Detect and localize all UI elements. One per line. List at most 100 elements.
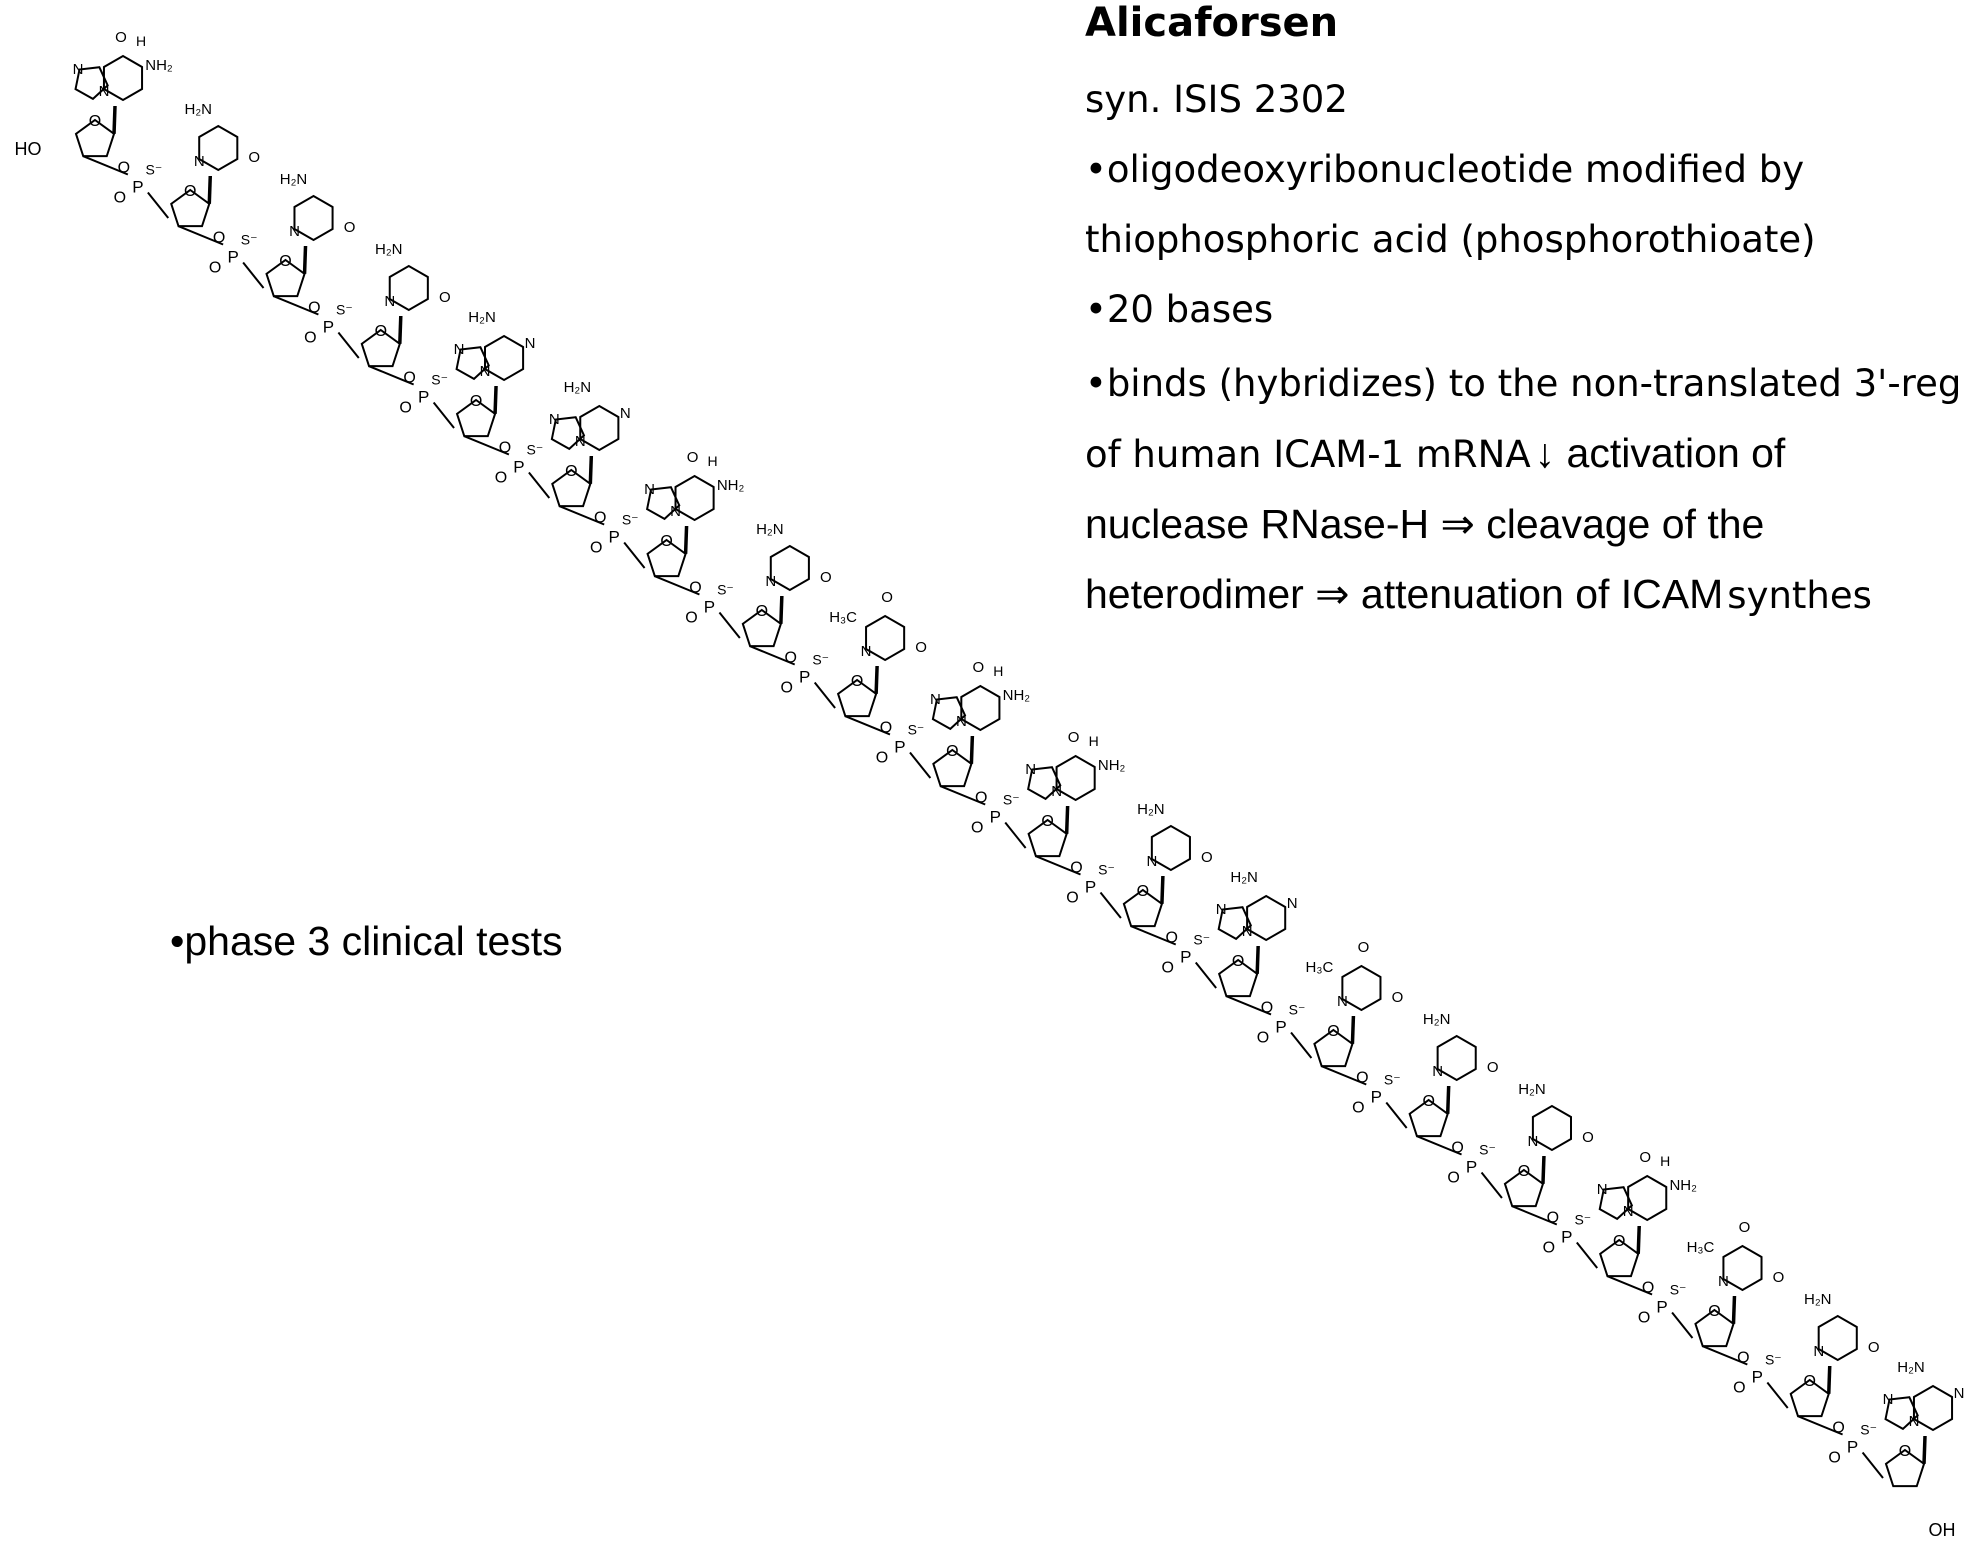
amino-group-label: H₂N <box>280 171 308 188</box>
amino-group-label: H₂N <box>1518 1081 1546 1098</box>
backbone-bond <box>844 715 891 736</box>
thiolate-label: S⁻ <box>241 232 258 248</box>
base-nitrogen-label: N <box>930 691 941 708</box>
base-hydrogen-label: H <box>136 33 146 49</box>
ring-oxygen-label: O <box>1422 1093 1434 1110</box>
thiolate-label: S⁻ <box>1574 1212 1591 1228</box>
glycosidic-bond <box>588 455 594 484</box>
glycosidic-bond <box>969 735 975 764</box>
glycosidic-bond <box>683 525 689 554</box>
bullet-binding-line4-start: heterodimer ⇒ attenuation of ICAM <box>1085 571 1724 617</box>
backbone-bond <box>1671 1311 1694 1339</box>
base-ring-G <box>1055 754 1096 802</box>
amino-group-label: H₂N <box>185 101 213 118</box>
base-nitrogen-label: N <box>549 411 560 428</box>
backbone-bond <box>1766 1381 1789 1409</box>
base-nitrogen-label: N <box>454 341 465 358</box>
phosphoryl-oxygen-label: O <box>1257 1030 1269 1047</box>
bullet-binding-line1: •binds (hybridizes) to the non-translate… <box>1085 362 1962 405</box>
glycosidic-bond <box>874 665 879 694</box>
sugar-ring <box>265 258 306 298</box>
phosphorus-label: P <box>609 528 620 547</box>
backbone-bond <box>623 541 646 569</box>
backbone-bond <box>1607 1275 1653 1296</box>
base-nitrogen-label: N <box>525 335 536 352</box>
backbone-bond <box>1226 995 1272 1016</box>
ring-oxygen-label: O <box>565 463 577 480</box>
glycosidic-bond <box>1255 945 1260 974</box>
base-imidazole-ring <box>1217 906 1253 941</box>
amino-group-label: H₂N <box>1423 1011 1451 1028</box>
base-imidazole-ring <box>550 416 586 451</box>
carbonyl-oxygen-label: O <box>1868 1339 1880 1356</box>
phosphorus-label: P <box>227 248 238 267</box>
base-ring-T <box>1341 964 1382 1012</box>
glycosidic-bond <box>779 595 784 624</box>
backbone-bond <box>654 575 700 596</box>
ring-oxygen-label: O <box>1327 1023 1339 1040</box>
sugar-ring <box>1599 1238 1640 1278</box>
thiolate-label: S⁻ <box>622 512 639 528</box>
thiolate-label: S⁻ <box>1384 1072 1401 1088</box>
methyl-group-label: H₃C <box>829 609 857 626</box>
ester-oxygen-label: O <box>1356 1070 1368 1087</box>
base-nitrogen-label: N <box>620 405 631 422</box>
base-nitrogen-label: N <box>1813 1343 1824 1360</box>
base-nitrogen-label: N <box>1623 1203 1634 1220</box>
sugar-ring <box>1503 1168 1545 1208</box>
phosphoryl-oxygen-label: O <box>1733 1380 1745 1397</box>
phosphoryl-oxygen-label: O <box>1352 1100 1364 1117</box>
backbone-bond <box>1861 1451 1884 1479</box>
ring-oxygen-label: O <box>756 603 768 620</box>
carbonyl-oxygen-label: O <box>1068 729 1080 746</box>
phosphoryl-oxygen-label: O <box>1447 1170 1459 1187</box>
methyl-group-label: H₃C <box>1687 1239 1715 1256</box>
backbone-bond <box>1035 855 1081 876</box>
carbonyl-oxygen-label: O <box>915 639 927 656</box>
sugar-ring <box>1789 1378 1830 1418</box>
backbone-bond <box>1511 1205 1558 1226</box>
ring-oxygen-label: O <box>1613 1233 1625 1250</box>
sugar-ring <box>1313 1028 1354 1068</box>
phosphorus-label: P <box>990 808 1001 827</box>
base-ring-G <box>1627 1174 1668 1222</box>
phosphoryl-oxygen-label: O <box>114 190 126 207</box>
ester-oxygen-label: O <box>213 230 225 247</box>
phosphoryl-oxygen-label: O <box>876 750 888 767</box>
base-hydrogen-label: H <box>993 663 1003 679</box>
bullet-binding-line4: heterodimer ⇒ attenuation of ICAM synthe… <box>1085 570 1872 618</box>
base-nitrogen-label: N <box>1597 1181 1608 1198</box>
ester-oxygen-label: O <box>594 510 606 527</box>
compound-title: Alicaforsen <box>1085 0 1339 46</box>
thiolate-label: S⁻ <box>717 582 734 598</box>
phosphoryl-oxygen-label: O <box>1162 960 1174 977</box>
sugar-ring <box>360 328 401 368</box>
terminal-5-prime-label: HO <box>15 139 42 159</box>
bullet-bases: •20 bases <box>1085 288 1274 331</box>
amino-group-label: NH₂ <box>145 57 173 74</box>
phosphorus-label: P <box>1371 1088 1382 1107</box>
base-hydrogen-label: H <box>1660 1153 1670 1169</box>
carbonyl-oxygen-label: O <box>687 449 699 466</box>
sugar-ring <box>455 398 497 438</box>
carbonyl-oxygen-label: O <box>1487 1059 1499 1076</box>
phosphorus-label: P <box>323 318 334 337</box>
glycosidic-bond <box>398 315 403 344</box>
amino-group-label: H₂N <box>1137 801 1165 818</box>
backbone-bond <box>1004 821 1027 849</box>
base-hydrogen-label: H <box>1089 733 1099 749</box>
amino-group-label: H₂N <box>756 521 784 538</box>
carbonyl-oxygen-label: O <box>1582 1129 1594 1146</box>
phosphoryl-oxygen-label: O <box>685 610 697 627</box>
phosphorus-label: P <box>894 738 905 757</box>
backbone-bond <box>559 505 605 526</box>
phosphorus-label: P <box>132 178 143 197</box>
base-ring-G <box>674 474 715 522</box>
base-nitrogen-label: N <box>956 713 967 730</box>
phosphoryl-oxygen-label: O <box>1828 1450 1840 1467</box>
bullet-binding-line2-end: ↓ activation of <box>1534 430 1786 476</box>
ring-oxygen-label: O <box>1041 813 1053 830</box>
sugar-ring <box>646 538 687 578</box>
sugar-ring <box>1694 1308 1735 1348</box>
base-nitrogen-label: N <box>1146 853 1157 870</box>
